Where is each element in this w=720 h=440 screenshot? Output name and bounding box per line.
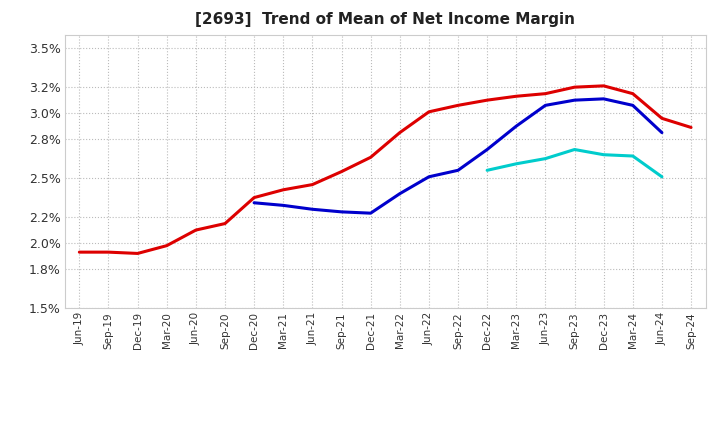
3 Years [75,249,84,255]
7 Years [512,161,521,166]
7 Years [483,168,492,173]
5 Years [337,209,346,215]
3 Years [250,195,258,200]
5 Years [308,207,317,212]
3 Years [395,130,404,135]
7 Years [541,156,550,161]
Line: 3 Years: 3 Years [79,86,691,253]
Title: [2693]  Trend of Mean of Net Income Margin: [2693] Trend of Mean of Net Income Margi… [195,12,575,27]
5 Years [599,96,608,102]
3 Years [570,84,579,90]
3 Years [163,243,171,248]
3 Years [133,251,142,256]
3 Years [308,182,317,187]
5 Years [454,168,462,173]
3 Years [629,91,637,96]
5 Years [483,147,492,152]
3 Years [337,169,346,174]
3 Years [425,109,433,114]
5 Years [425,174,433,180]
3 Years [657,116,666,121]
3 Years [279,187,287,192]
3 Years [220,221,229,226]
3 Years [483,98,492,103]
5 Years [512,124,521,129]
7 Years [599,152,608,158]
5 Years [657,130,666,135]
3 Years [541,91,550,96]
3 Years [104,249,113,255]
3 Years [192,227,200,233]
5 Years [629,103,637,108]
Legend: 3 Years, 5 Years, 7 Years, 10 Years: 3 Years, 5 Years, 7 Years, 10 Years [184,437,587,440]
5 Years [541,103,550,108]
3 Years [366,155,375,160]
7 Years [629,154,637,159]
3 Years [454,103,462,108]
Line: 5 Years: 5 Years [254,99,662,213]
5 Years [570,98,579,103]
3 Years [687,125,696,130]
5 Years [279,203,287,208]
5 Years [395,191,404,196]
7 Years [570,147,579,152]
5 Years [250,200,258,205]
Line: 7 Years: 7 Years [487,150,662,177]
3 Years [599,83,608,88]
5 Years [366,210,375,216]
7 Years [657,174,666,180]
3 Years [512,94,521,99]
